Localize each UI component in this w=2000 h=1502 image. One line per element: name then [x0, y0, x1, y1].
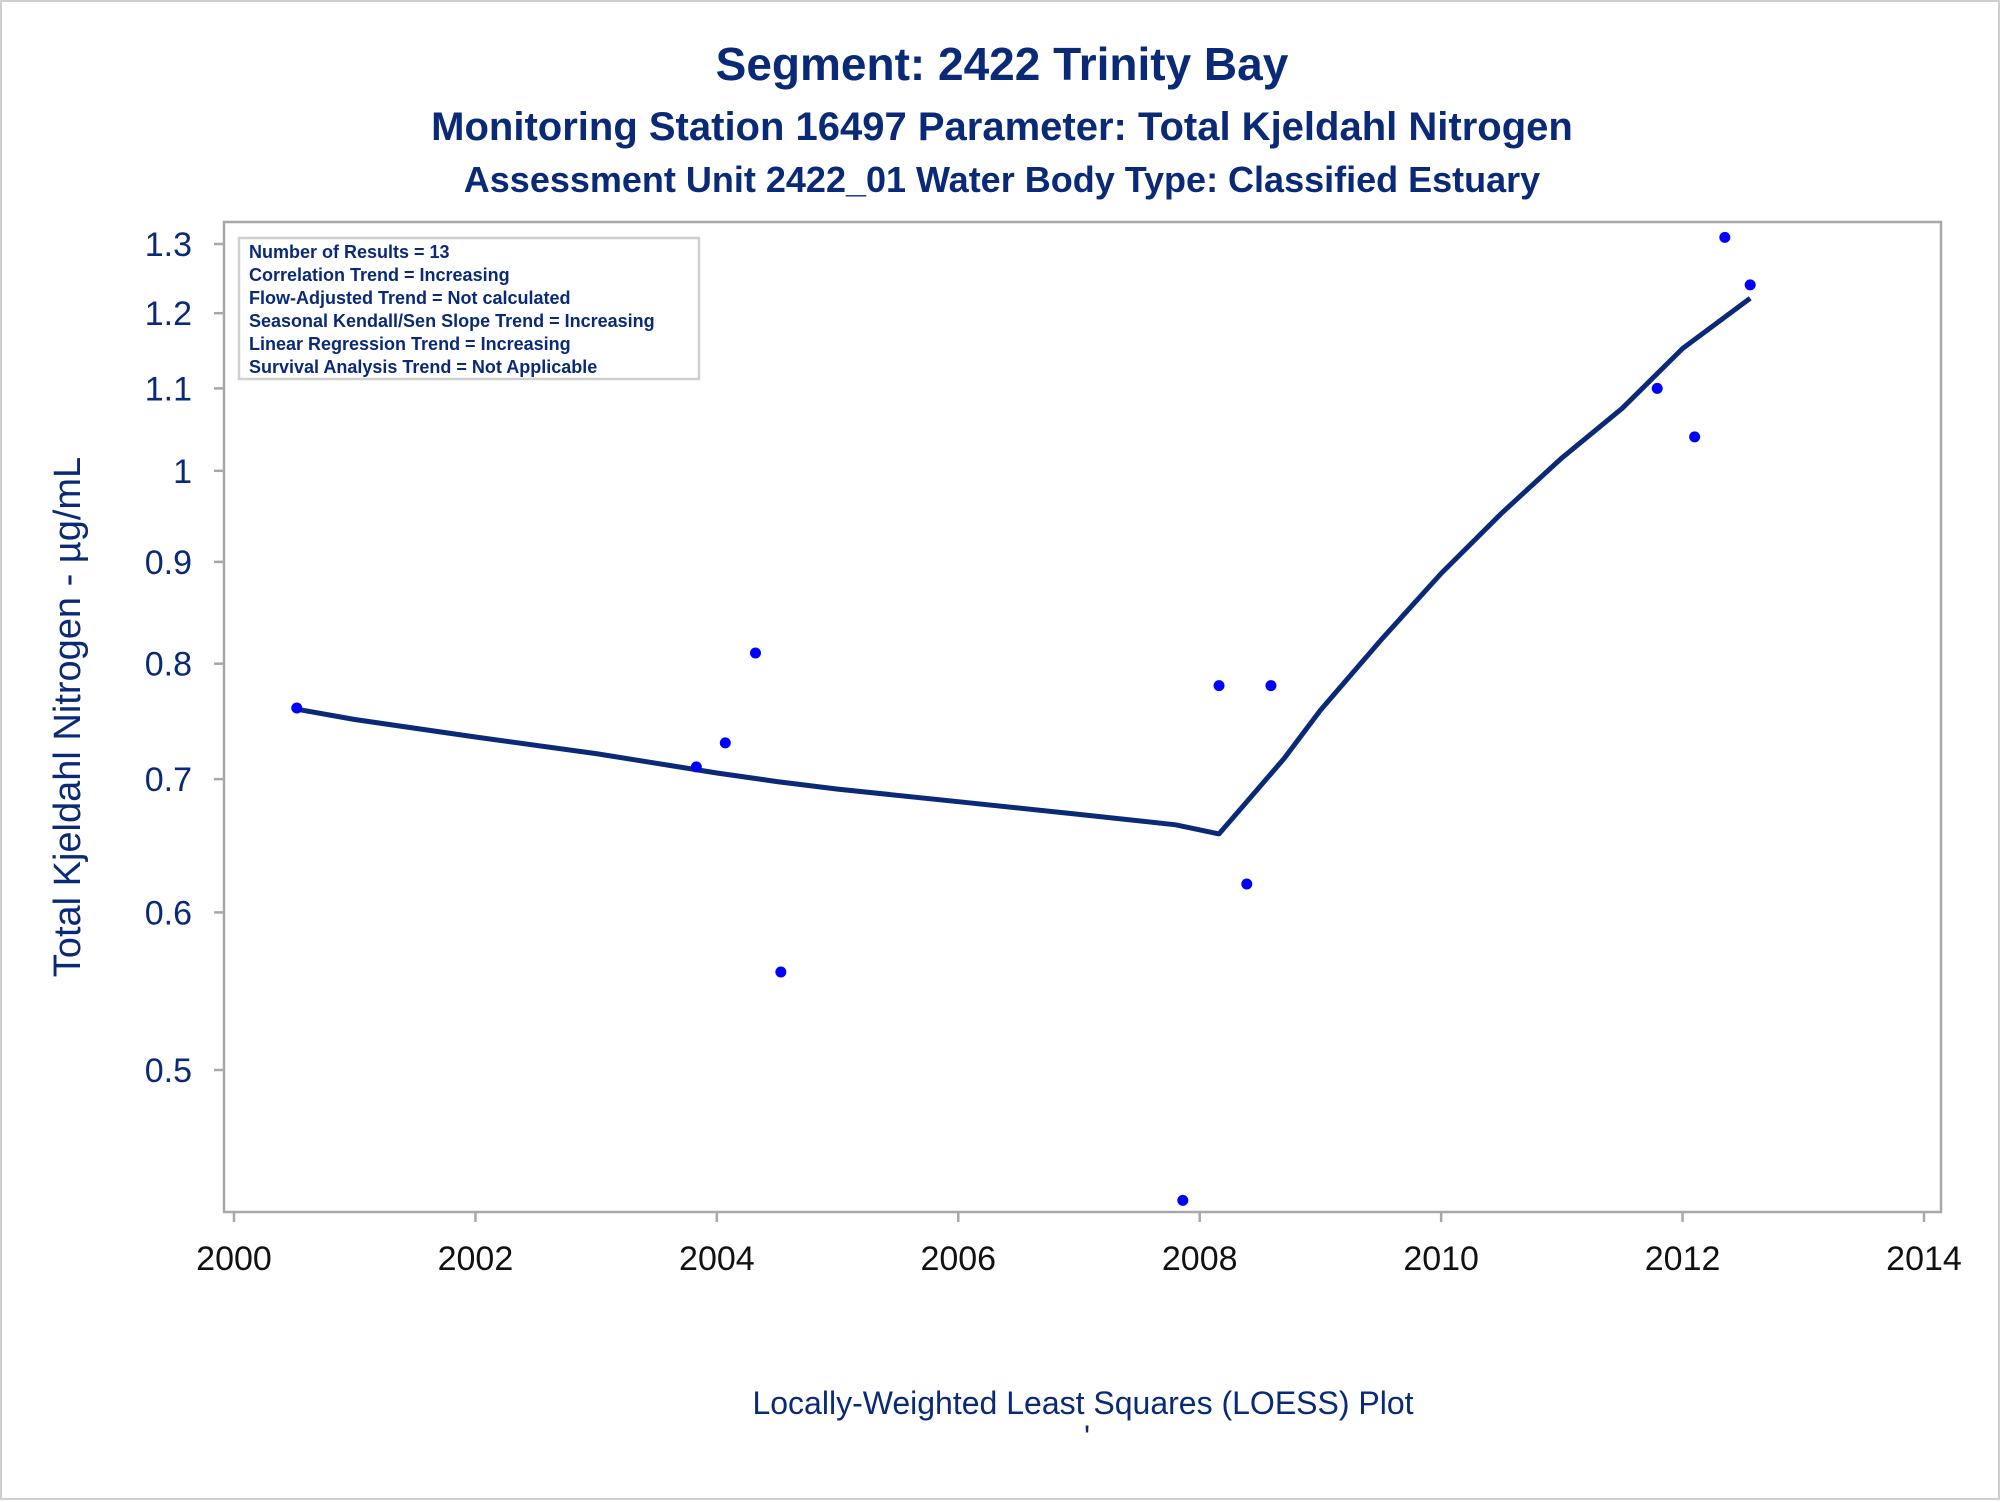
- data-point: [719, 737, 731, 749]
- x-tick-label: 2006: [920, 1240, 996, 1278]
- x-axis: 2000 2002 2004 2006 2008 2010 2012 2014: [196, 1212, 1962, 1278]
- x-tick-label: 2000: [196, 1240, 272, 1278]
- data-point: [1651, 382, 1663, 394]
- data-point: [775, 966, 787, 978]
- legend-lines: Number of Results = 13 Correlation Trend …: [249, 242, 655, 377]
- y-tick-label: 0.6: [145, 894, 192, 932]
- loess-curve: [296, 296, 1752, 837]
- chart-subtitle: Monitoring Station 16497 Parameter: Tota…: [431, 105, 1573, 149]
- x-tick-label: 2004: [679, 1240, 755, 1278]
- data-point: [1744, 279, 1756, 291]
- legend-box: Number of Results = 13 Correlation Trend …: [237, 236, 701, 381]
- data-point: [749, 647, 761, 659]
- legend-line: Number of Results = 13: [249, 242, 450, 262]
- loess-line-path: [296, 296, 1752, 837]
- y-tick-label: 1: [173, 453, 192, 491]
- footnote-mark: ': [1084, 1419, 1090, 1455]
- chart-title: Segment: 2422 Trinity Bay: [716, 38, 1289, 90]
- data-point: [1177, 1194, 1189, 1206]
- data-point: [1719, 231, 1731, 243]
- y-tick-label: 1.1: [145, 370, 192, 408]
- data-point: [1689, 431, 1701, 443]
- x-tick-label: 2002: [438, 1240, 514, 1278]
- data-point: [291, 702, 303, 714]
- y-axis-label: Total Kjeldahl Nitrogen - µg/mL: [47, 457, 89, 977]
- legend-line: Linear Regression Trend = Increasing: [249, 334, 571, 354]
- legend-line: Correlation Trend = Increasing: [249, 265, 510, 285]
- y-tick-label: 0.7: [145, 761, 192, 799]
- legend-line: Flow-Adjusted Trend = Not calculated: [249, 288, 571, 308]
- y-tick-label: 0.8: [145, 646, 192, 684]
- data-point: [1241, 878, 1253, 890]
- legend-line: Survival Analysis Trend = Not Applicable: [249, 357, 597, 377]
- data-point: [1265, 680, 1277, 692]
- y-tick-label: 0.9: [145, 544, 192, 582]
- x-tick-label: 2012: [1645, 1240, 1721, 1278]
- x-tick-label: 2010: [1403, 1240, 1479, 1278]
- data-point: [1213, 680, 1225, 692]
- legend-line: Seasonal Kendall/Sen Slope Trend = Incre…: [249, 311, 655, 331]
- y-tick-label: 1.3: [145, 226, 192, 264]
- y-tick-label: 1.2: [145, 295, 192, 333]
- data-points: [291, 231, 1756, 1206]
- legend-frame: [237, 236, 701, 381]
- data-point: [690, 761, 702, 773]
- x-tick-label: 2008: [1162, 1240, 1238, 1278]
- y-axis: 0.5 0.6 0.7 0.8 0.9 1 1.1 1.2 1.3: [145, 226, 224, 1090]
- footnote: Locally-Weighted Least Squares (LOESS) P…: [752, 1385, 1413, 1421]
- plot-area-frame: [222, 220, 1943, 1214]
- chart-subtitle-2: Assessment Unit 2422_01 Water Body Type:…: [464, 159, 1540, 200]
- y-tick-label: 0.5: [145, 1052, 192, 1090]
- x-tick-label: 2014: [1886, 1240, 1962, 1278]
